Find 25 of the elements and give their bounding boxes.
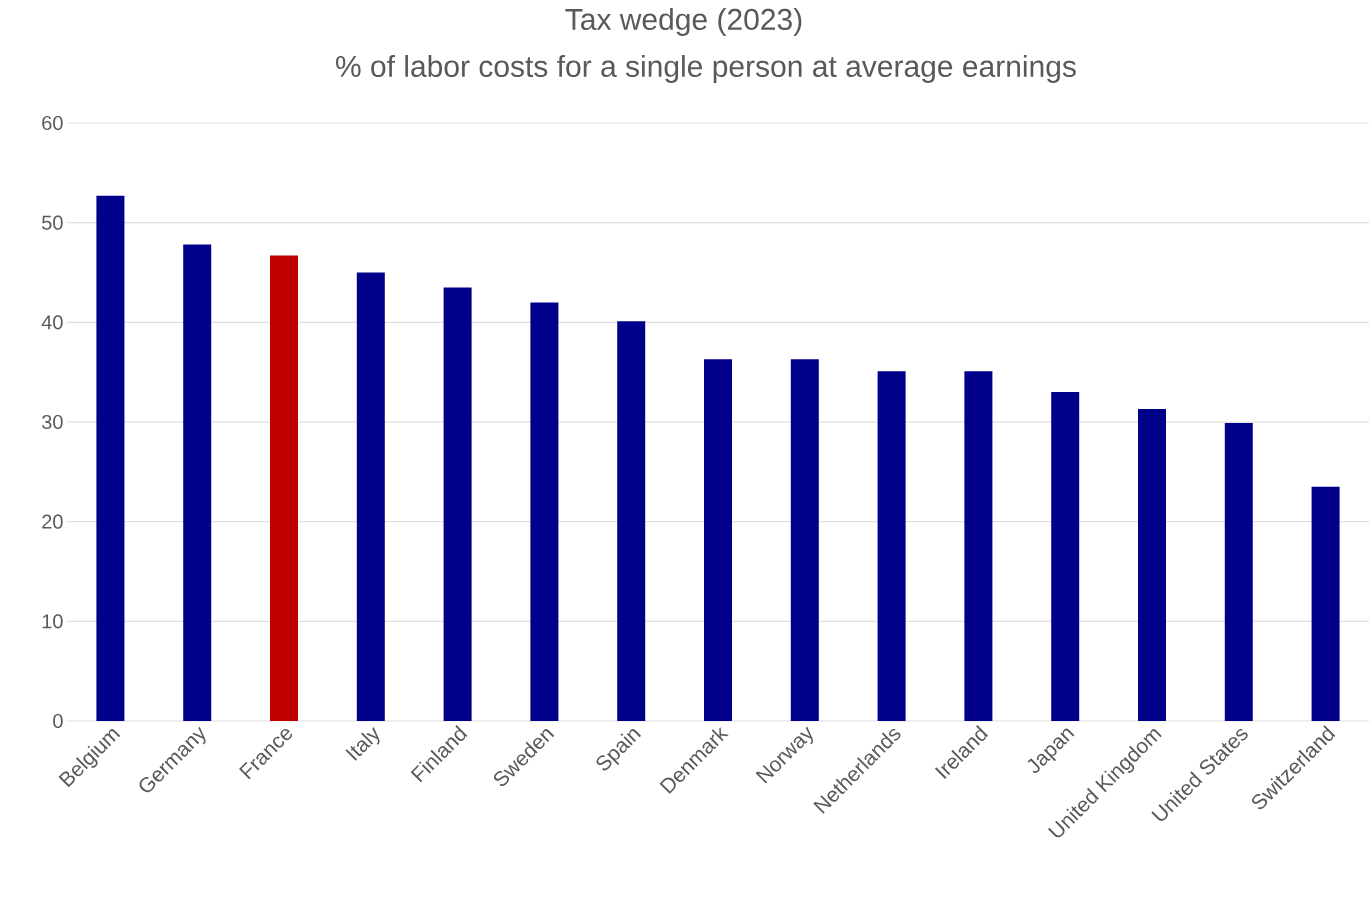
bar [356, 272, 385, 721]
bar [1224, 422, 1253, 721]
y-tick-label: 50 [42, 215, 63, 230]
chart-subtitle: % of labor costs for a single person at average earnings [336, 55, 1076, 83]
y-tick-label: 0 [53, 713, 63, 729]
bar [790, 359, 819, 721]
y-tick-label: 30 [42, 414, 63, 430]
bar [1138, 409, 1166, 721]
y-tick-label: 60 [42, 115, 63, 131]
bar [183, 244, 212, 721]
y-tick-label: 20 [42, 514, 63, 529]
bar [1311, 486, 1340, 721]
bar [443, 287, 472, 721]
bar [964, 371, 993, 721]
x-tick-label: Italy [345, 727, 380, 761]
bar [704, 359, 732, 721]
bar [877, 371, 906, 721]
bar [1051, 392, 1080, 721]
bar [96, 195, 125, 721]
bar [530, 302, 559, 721]
chart-title: Tax wedge (2023) [565, 8, 802, 36]
y-tick-label: 40 [41, 315, 63, 330]
bar [617, 321, 646, 721]
bar [270, 255, 299, 721]
y-tick-label: 10 [42, 614, 63, 629]
